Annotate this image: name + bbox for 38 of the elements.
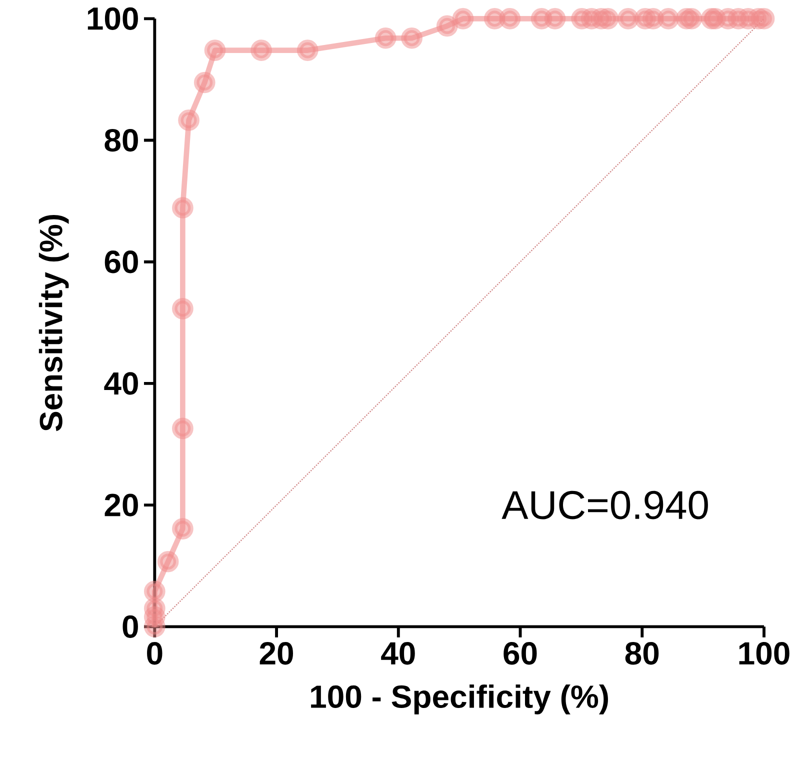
point xyxy=(296,40,318,61)
y-tick-label: 0 xyxy=(122,615,138,638)
point xyxy=(374,27,396,49)
point xyxy=(157,550,179,572)
point xyxy=(178,110,200,131)
point xyxy=(250,40,272,61)
x-tick-label: 0 xyxy=(147,642,162,665)
y-axis-title: Sensitivity (%) xyxy=(38,214,69,432)
point xyxy=(658,8,680,30)
point xyxy=(401,27,422,49)
y-tick-label: 100 xyxy=(88,7,138,30)
point xyxy=(194,72,216,94)
point xyxy=(204,40,226,61)
point xyxy=(680,8,702,30)
y-tick-label: 20 xyxy=(104,494,138,516)
y-tick-label: 80 xyxy=(104,128,138,152)
point xyxy=(597,8,619,30)
x-tick-label: 60 xyxy=(504,642,537,665)
point xyxy=(753,8,775,30)
point xyxy=(172,197,194,218)
x-tick-label: 100 xyxy=(739,642,790,665)
point xyxy=(144,580,166,602)
x-axis-title: 100 - Specificity (%) xyxy=(311,684,608,714)
point xyxy=(436,15,458,37)
point xyxy=(172,518,194,540)
y-tick-label: 40 xyxy=(104,372,138,395)
point xyxy=(544,8,566,30)
point xyxy=(617,8,639,30)
point xyxy=(172,298,194,320)
point xyxy=(144,598,166,620)
point xyxy=(452,8,474,30)
annotation: AUC=0.940 xyxy=(502,490,708,520)
y-tick-label: 60 xyxy=(104,250,138,274)
point xyxy=(172,418,194,440)
point xyxy=(499,8,521,30)
x-tick-label: 40 xyxy=(381,642,415,665)
x-tick-label: 20 xyxy=(260,642,294,665)
x-tick-label: 80 xyxy=(625,642,659,665)
